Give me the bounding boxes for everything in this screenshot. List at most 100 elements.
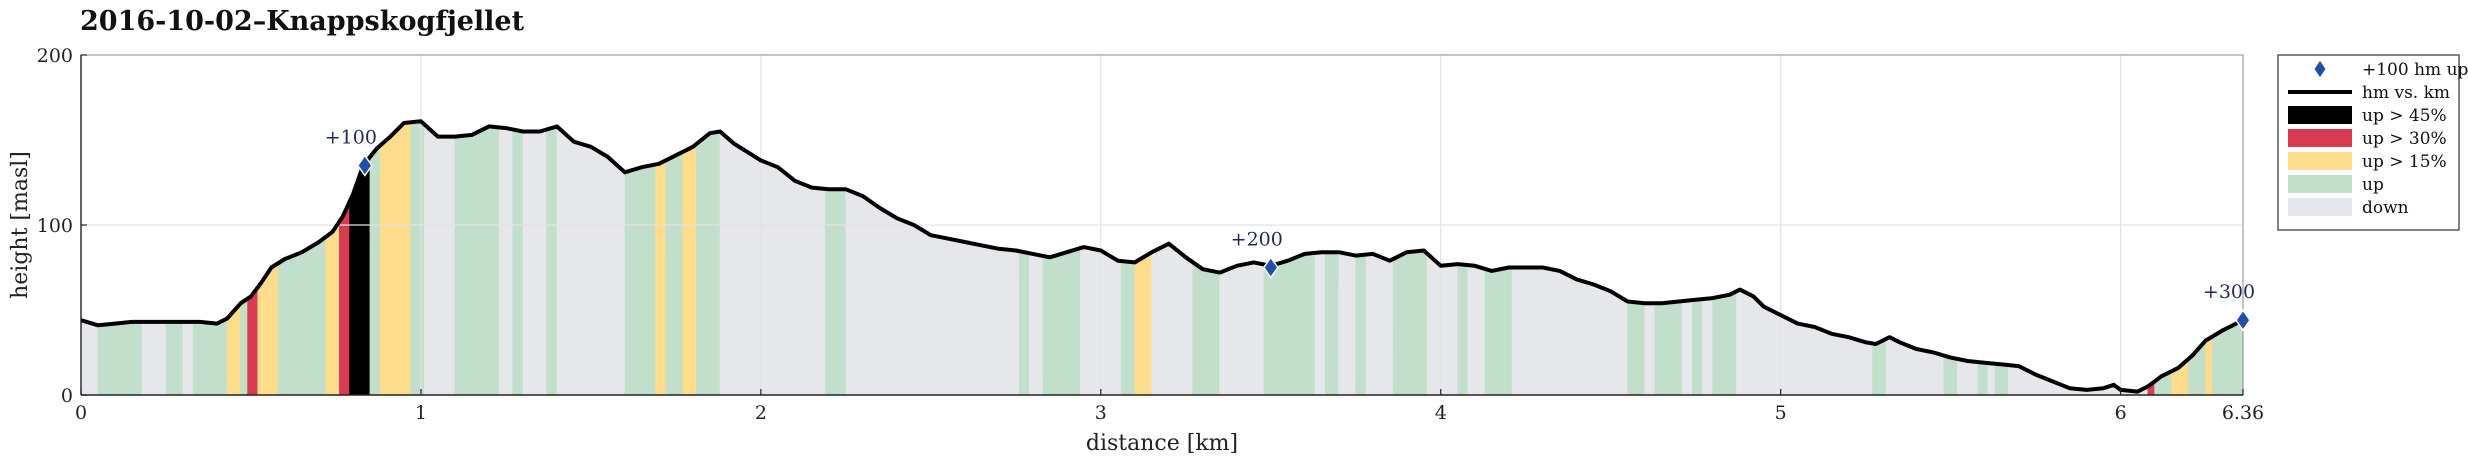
segment-down bbox=[1702, 297, 1713, 396]
segment-up bbox=[165, 321, 184, 396]
y-axis-label: height [masl] bbox=[8, 151, 33, 299]
legend-label: up > 15% bbox=[2362, 152, 2447, 172]
segment-up bbox=[97, 321, 143, 396]
segment-up30 bbox=[339, 201, 350, 396]
segment-down bbox=[1314, 251, 1326, 396]
segment-down bbox=[80, 319, 99, 396]
segment-down bbox=[1681, 299, 1693, 396]
segment-up bbox=[695, 131, 721, 396]
segment-up bbox=[1627, 301, 1646, 396]
legend-swatch-up45 bbox=[2288, 106, 2352, 124]
segment-down bbox=[1644, 302, 1656, 396]
x-tick-label: 6 bbox=[2115, 402, 2127, 424]
segment-down bbox=[1338, 251, 1357, 396]
x-axis: 0 1 2 3 4 5 6 6.36 bbox=[75, 389, 2264, 424]
segment-up bbox=[624, 164, 656, 396]
segment-up bbox=[1484, 267, 1513, 396]
segment-up15 bbox=[682, 143, 697, 396]
plot-area: +100 +200 +300 bbox=[80, 54, 2255, 396]
hm-marker-label: +300 bbox=[2203, 281, 2255, 303]
segment-up bbox=[1692, 298, 1703, 396]
segment-up bbox=[1018, 250, 1030, 396]
segment-up15 bbox=[655, 159, 666, 396]
segment-up bbox=[240, 298, 248, 396]
x-tick-label: 5 bbox=[1775, 402, 1787, 424]
segment-up bbox=[1392, 250, 1428, 396]
segment-down bbox=[1219, 262, 1265, 396]
x-tick-label: 3 bbox=[1095, 402, 1107, 424]
legend-swatch-up30 bbox=[2288, 129, 2352, 147]
legend: +100 hm up hm vs. km up > 45% up > 30% up > … bbox=[2277, 54, 2468, 231]
segment-up bbox=[1994, 363, 2009, 396]
y-axis: 0 100 200 bbox=[37, 45, 87, 407]
segment-up bbox=[1977, 361, 1989, 396]
segment-up bbox=[665, 151, 683, 396]
segment-up15 bbox=[1134, 251, 1153, 396]
grid-lines bbox=[81, 55, 2243, 395]
segment-down bbox=[498, 127, 514, 396]
segment-down bbox=[1957, 358, 1979, 396]
hm-marker-icon bbox=[356, 154, 373, 177]
segment-up15 bbox=[2205, 335, 2213, 396]
hm-marker-label: +100 bbox=[325, 127, 377, 149]
x-tick-label: 0 bbox=[75, 402, 87, 424]
legend-label: up > 45% bbox=[2362, 106, 2447, 126]
segment-up bbox=[1457, 263, 1469, 396]
segment-up bbox=[369, 144, 381, 396]
segment-down bbox=[1987, 362, 1996, 396]
profile-line bbox=[80, 119, 2244, 394]
segment-up bbox=[546, 125, 558, 396]
legend-swatch-marker bbox=[2313, 59, 2327, 79]
legend-label: down bbox=[2362, 198, 2409, 218]
segment-up bbox=[512, 129, 524, 396]
x-tick-label: 4 bbox=[1435, 402, 1447, 424]
segment-up bbox=[1654, 300, 1683, 396]
x-tick-label: 2 bbox=[755, 402, 767, 424]
hm-marker-label: +200 bbox=[1231, 229, 1283, 251]
slope-segments bbox=[80, 120, 2244, 396]
x-tick-label: 1 bbox=[415, 402, 427, 424]
segment-down bbox=[522, 129, 548, 396]
segment-up bbox=[1324, 251, 1340, 396]
hm-markers: +100 +200 +300 bbox=[325, 127, 2255, 332]
y-tick-label: 0 bbox=[61, 385, 73, 407]
segment-up bbox=[1872, 338, 1887, 396]
segment-up bbox=[825, 188, 847, 396]
segment-down bbox=[424, 123, 456, 396]
segment-up bbox=[1192, 261, 1221, 396]
legend-label: hm vs. km bbox=[2362, 83, 2450, 103]
segment-up bbox=[1355, 254, 1367, 396]
segment-down bbox=[556, 125, 626, 396]
segment-up bbox=[192, 318, 228, 396]
hm-marker-icon bbox=[1262, 256, 1279, 279]
y-tick-label: 100 bbox=[37, 215, 73, 237]
x-axis-label: distance [km] bbox=[1086, 431, 1238, 456]
segment-down bbox=[141, 321, 167, 396]
segment-down bbox=[1426, 252, 1459, 396]
y-tick-label: 200 bbox=[37, 45, 73, 67]
segment-up15 bbox=[325, 220, 340, 396]
segment-up15 bbox=[379, 121, 412, 396]
segment-down bbox=[1151, 243, 1193, 396]
segment-up bbox=[1943, 355, 1958, 396]
segment-up bbox=[410, 120, 425, 396]
segment-down bbox=[1467, 264, 1486, 396]
chart-title: 2016-10-02–Knappskogfjellet bbox=[80, 6, 525, 37]
segment-up bbox=[454, 126, 500, 396]
legend-swatch-down bbox=[2288, 198, 2352, 216]
legend-swatch-up15 bbox=[2288, 152, 2352, 170]
x-tick-label: 6.36 bbox=[2222, 402, 2264, 424]
legend-label: up > 30% bbox=[2362, 129, 2447, 149]
legend-label: +100 hm up bbox=[2362, 60, 2468, 80]
hm-marker-icon bbox=[2235, 308, 2251, 332]
legend-label: up bbox=[2362, 175, 2384, 195]
segment-down bbox=[1029, 252, 1044, 396]
segment-up bbox=[1120, 260, 1136, 396]
segment-down bbox=[1365, 253, 1394, 396]
segment-up bbox=[1042, 247, 1081, 396]
segment-up bbox=[1712, 290, 1737, 396]
segment-down bbox=[182, 321, 194, 396]
legend-swatch-up bbox=[2288, 175, 2352, 193]
segment-up30 bbox=[247, 286, 259, 396]
